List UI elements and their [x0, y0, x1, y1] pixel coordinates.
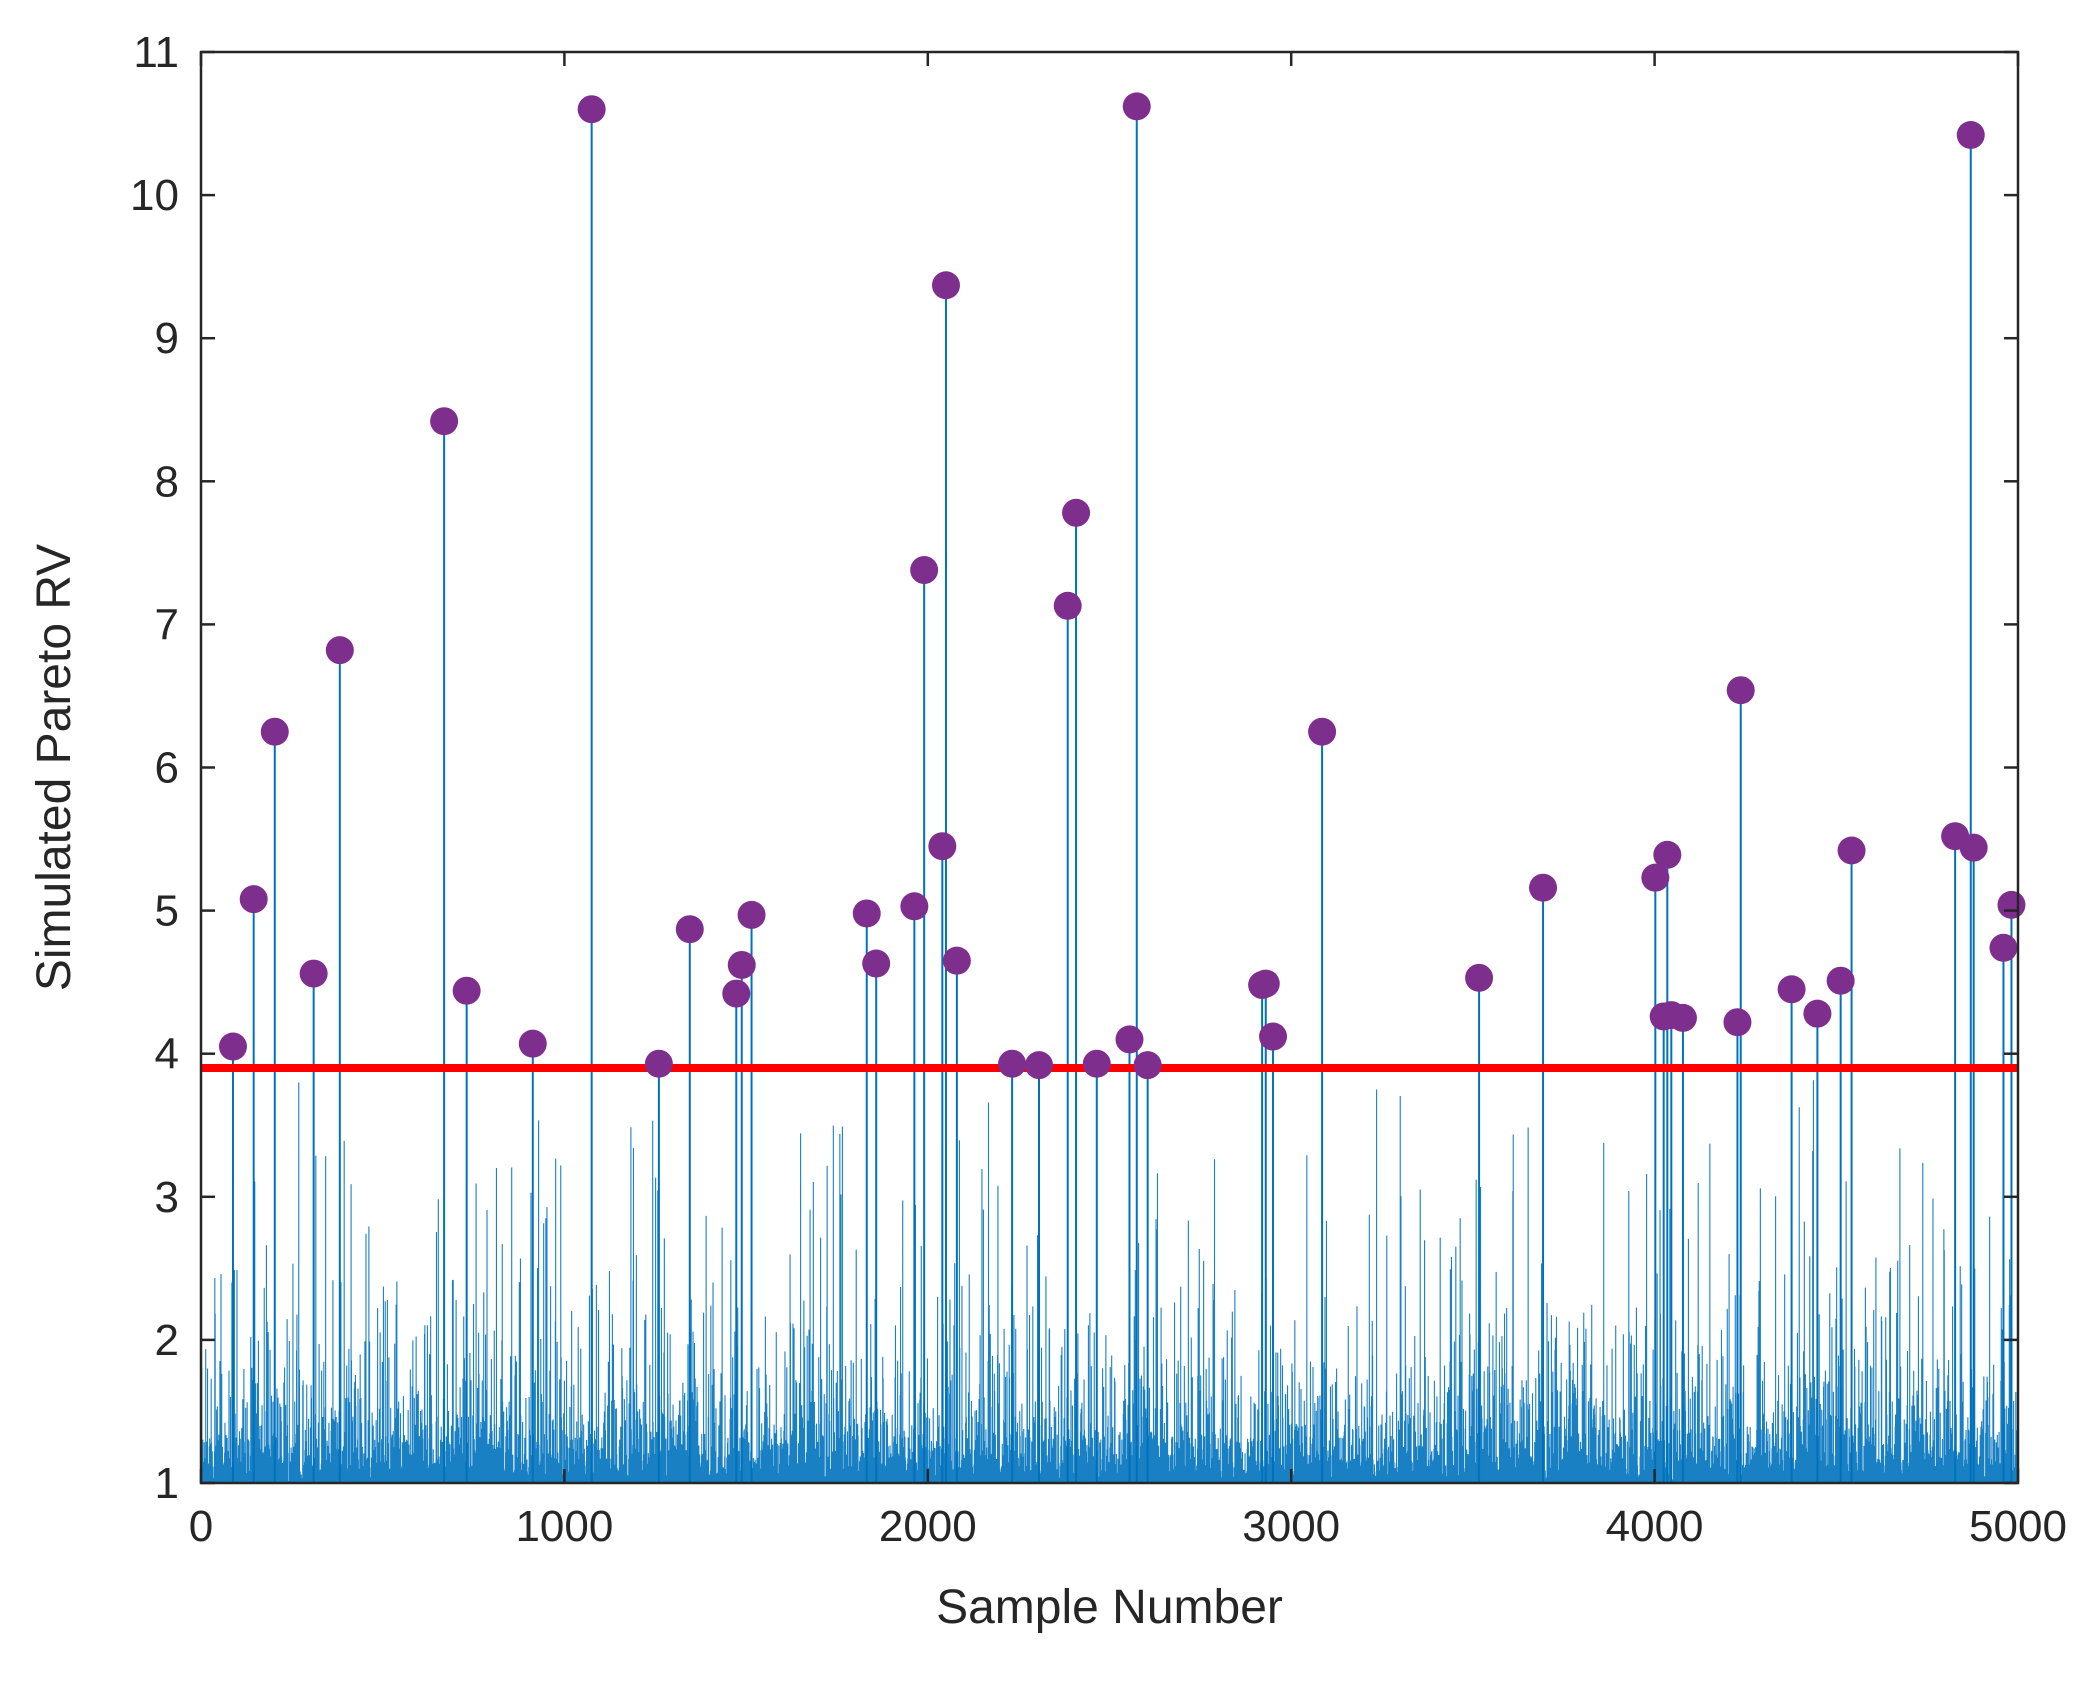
x-tick-label: 2000: [879, 1502, 977, 1551]
exceedance-marker: [1122, 92, 1151, 121]
exceedance-marker: [1803, 999, 1832, 1028]
exceedance-marker: [722, 979, 751, 1008]
exceedance-markers: [218, 92, 2026, 1080]
x-tick-label: 1000: [515, 1502, 613, 1551]
exceedance-marker: [1115, 1025, 1144, 1054]
exceedance-marker: [1668, 1003, 1697, 1032]
exceedance-marker: [218, 1032, 247, 1061]
y-tick-label: 11: [133, 28, 179, 77]
exceedance-marker: [1959, 833, 1988, 862]
y-tick-label: 7: [155, 600, 179, 649]
y-tick-label: 4: [155, 1030, 179, 1079]
y-tick-label: 2: [155, 1316, 179, 1365]
y-tick-label: 6: [155, 744, 179, 793]
x-tick-label: 5000: [1969, 1502, 2067, 1551]
exceedance-marker: [675, 915, 704, 944]
y-tick-label: 9: [155, 314, 179, 363]
y-tick-label: 10: [130, 171, 179, 220]
exceedance-marker: [1653, 840, 1682, 869]
exceedance-marker: [1053, 591, 1082, 620]
exceedance-marker: [430, 407, 459, 436]
exceedance-marker: [1997, 890, 2026, 919]
exceedance-marker: [1956, 120, 1985, 149]
exceedance-marker: [928, 832, 957, 861]
exceedance-marker: [1133, 1051, 1162, 1080]
x-tick-label: 4000: [1606, 1502, 1704, 1551]
x-tick-label: 3000: [1242, 1502, 1340, 1551]
exceedance-marker: [518, 1029, 547, 1058]
exceedance-marker: [1989, 933, 2018, 962]
exceedance-marker: [942, 946, 971, 975]
y-tick-label: 3: [155, 1173, 179, 1222]
exceedance-marker: [1837, 836, 1866, 865]
exceedance-marker: [325, 636, 354, 665]
y-tick-label: 1: [155, 1459, 179, 1508]
x-tick-label: 0: [189, 1502, 213, 1551]
exceedance-marker: [452, 976, 481, 1005]
exceedance-marker: [1062, 498, 1091, 527]
exceedance-marker: [1529, 873, 1558, 902]
exceedance-marker: [998, 1049, 1027, 1078]
exceedance-marker: [900, 892, 929, 921]
exceedance-marker: [1826, 966, 1855, 995]
exceedance-marker: [1308, 717, 1337, 746]
x-axis-label: Sample Number: [936, 1581, 1283, 1634]
exceedance-marker: [862, 949, 891, 978]
axis-ticks: 0 1000 2000 3000 4000 5000 1 2 3 4 5 6 7 8 9 10 11: [130, 28, 2067, 1551]
exceedance-marker: [1025, 1051, 1054, 1080]
exceedance-marker: [1777, 975, 1806, 1004]
exceedance-marker: [1251, 969, 1280, 998]
y-tick-label: 5: [155, 887, 179, 936]
y-tick-label: 8: [155, 457, 179, 506]
exceedance-marker: [299, 959, 328, 988]
exceedance-marker: [644, 1049, 673, 1078]
exceedance-marker: [737, 900, 766, 929]
exceedance-marker: [1465, 963, 1494, 992]
exceedance-marker: [1726, 676, 1755, 705]
exceedance-marker: [727, 950, 756, 979]
exceedance-marker: [1641, 863, 1670, 892]
exceedance-stems: [231, 106, 2013, 1483]
exceedance-marker: [1723, 1008, 1752, 1037]
exceedance-marker: [1082, 1049, 1111, 1078]
exceedance-marker: [931, 271, 960, 300]
exceedance-marker: [1259, 1022, 1288, 1051]
exceedance-marker: [910, 556, 939, 585]
exceedance-marker: [852, 899, 881, 928]
y-axis-label: Simulated Pareto RV: [28, 544, 81, 991]
exceedance-marker: [260, 717, 289, 746]
exceedance-marker: [239, 885, 268, 914]
exceedance-marker: [577, 95, 606, 124]
